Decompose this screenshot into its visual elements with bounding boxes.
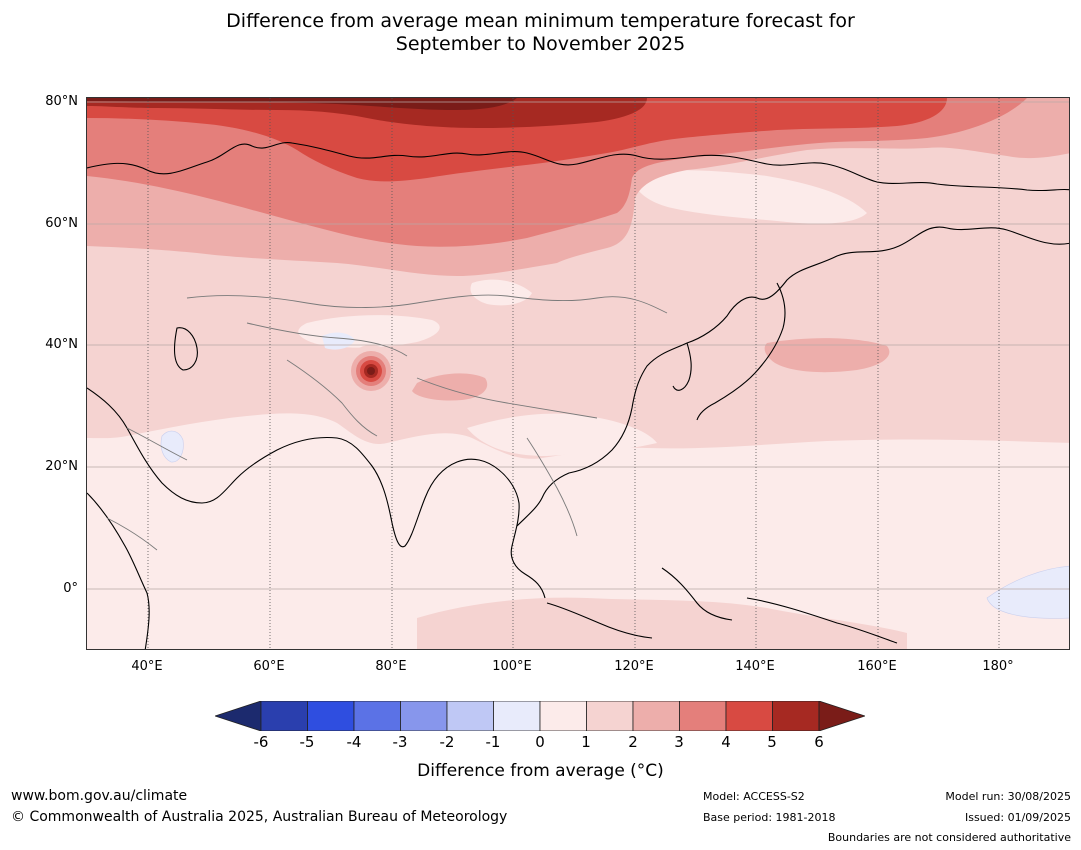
title-line-1: Difference from average mean minimum tem…: [226, 10, 855, 32]
colorbar-tick-minus-2: -2: [439, 733, 455, 751]
pamir-hotspot: [345, 345, 397, 397]
lon-label-40e: 40°E: [131, 659, 163, 674]
coastlines: [87, 142, 1069, 649]
colorbar-tick-0: 0: [535, 733, 545, 751]
colorbar-tick-minus-3: -3: [392, 733, 408, 751]
colorbar-tick-6: 6: [814, 733, 824, 751]
anomaly-4-5-region: [87, 98, 947, 182]
anomaly-above-6-region: [87, 98, 517, 110]
colorbar-label: Difference from average (°C): [417, 761, 664, 781]
colorbar-bin-11: [772, 701, 820, 731]
boundaries-disclaimer: Boundaries are not considered authoritat…: [827, 831, 1071, 844]
colorbar-bin-3: [400, 701, 448, 731]
anomaly-neg-arabia: [160, 430, 184, 463]
colorbar-bin-4: [446, 701, 494, 731]
forecast-map: [86, 97, 1070, 650]
colorbar-tick-2: 2: [628, 733, 638, 751]
lat-label-40n: 40°N: [45, 337, 78, 352]
colorbar-tick-minus-1: -1: [485, 733, 501, 751]
latitude-gridlines: [87, 101, 1069, 590]
copyright-text: © Commonwealth of Australia 2025, Austra…: [11, 809, 508, 825]
colorbar-bin-2: [353, 701, 401, 731]
lon-label-140e: 140°E: [735, 659, 775, 674]
colorbar-tick-3: 3: [674, 733, 684, 751]
colorbar-tick-minus-6: -6: [253, 733, 269, 751]
model-name: Model: ACCESS-S2: [703, 790, 805, 803]
colorbar-extend-high: [818, 701, 865, 731]
colorbar-tick-5: 5: [767, 733, 777, 751]
anomaly-neg-pacific: [986, 565, 1069, 619]
lon-label-60e: 60°E: [253, 659, 285, 674]
anomaly-1-2-southeast: [417, 597, 907, 649]
colorbar: [215, 701, 865, 731]
lat-label-20n: 20°N: [45, 459, 78, 474]
anomaly-0-1-siberia: [632, 170, 867, 224]
colorbar-tick-minus-5: -5: [299, 733, 315, 751]
anomaly-0-1-china: [467, 413, 657, 456]
issued-date: Issued: 01/09/2025: [964, 811, 1071, 824]
lon-label-80e: 80°E: [375, 659, 407, 674]
colorbar-tick-4: 4: [721, 733, 731, 751]
colorbar-bin-0: [260, 701, 308, 731]
colorbar-extend-low: [215, 701, 262, 731]
website-link[interactable]: www.bom.gov.au/climate: [11, 788, 188, 804]
lon-label-160e: 160°E: [857, 659, 897, 674]
model-run-date: Model run: 30/08/2025: [945, 790, 1071, 803]
lat-label-60n: 60°N: [45, 216, 78, 231]
chart-title: Difference from average mean minimum tem…: [0, 10, 1081, 56]
lat-label-80n: 80°N: [45, 94, 78, 109]
colorbar-bin-7: [586, 701, 634, 731]
colorbar-tick-1: 1: [581, 733, 591, 751]
lon-label-100e: 100°E: [492, 659, 532, 674]
colorbar-tick-minus-4: -4: [346, 733, 362, 751]
base-period: Base period: 1981-2018: [703, 811, 836, 824]
anomaly-2-3-tibet: [412, 373, 488, 401]
lon-label-180: 180°: [982, 659, 1014, 674]
colorbar-bin-1: [307, 701, 355, 731]
anomaly-2-3-pacific: [764, 338, 890, 373]
title-line-2: September to November 2025: [395, 33, 686, 55]
lon-label-120e: 120°E: [614, 659, 654, 674]
colorbar-bin-8: [632, 701, 680, 731]
colorbar-bin-9: [679, 701, 727, 731]
country-borders: [106, 294, 668, 551]
lat-label-equator: 0°: [63, 581, 78, 596]
colorbar-bin-10: [725, 701, 773, 731]
anomaly-5-6-region: [87, 98, 647, 128]
colorbar-bin-6: [539, 701, 587, 731]
colorbar-bin-5: [493, 701, 541, 731]
longitude-gridlines: [147, 98, 1000, 649]
anomaly-0-1-mongolia: [470, 279, 532, 306]
